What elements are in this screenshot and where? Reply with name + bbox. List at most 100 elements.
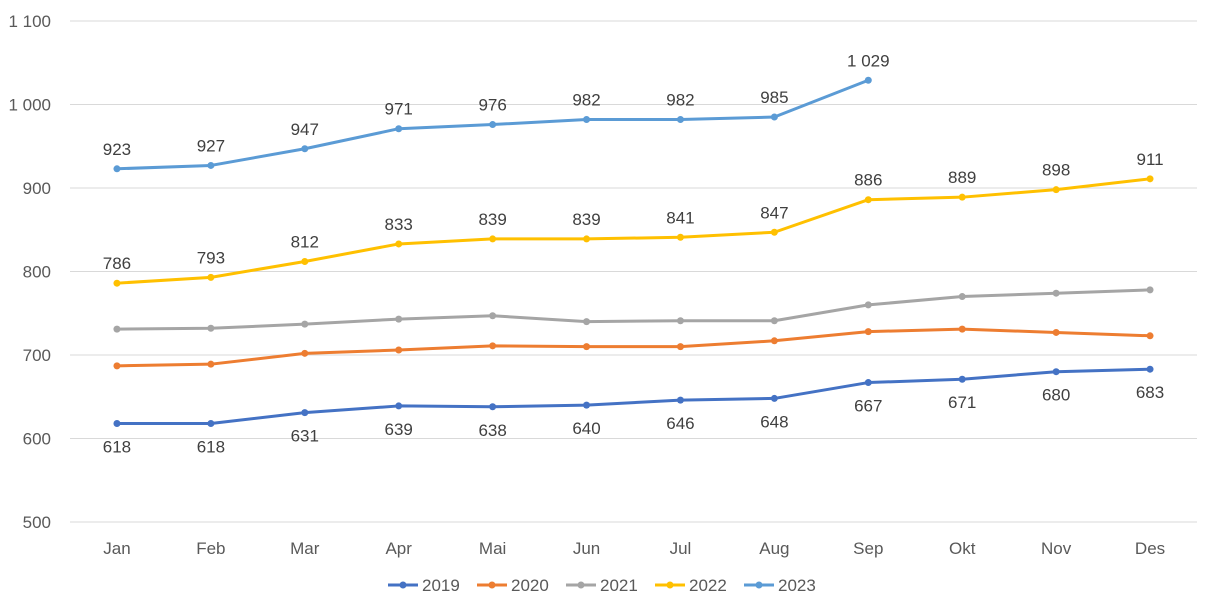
data-label-2022: 786 (103, 254, 131, 273)
data-point-2022 (207, 273, 215, 281)
data-point-2022 (395, 240, 403, 248)
series-line-2022 (115, 177, 1152, 285)
legend-marker (399, 581, 407, 589)
data-label-2022: 911 (1136, 150, 1163, 169)
data-point-2021 (864, 301, 872, 309)
data-point-2020 (207, 360, 215, 368)
data-point-2022 (1052, 186, 1060, 194)
data-label-2019: 640 (572, 419, 600, 438)
data-point-2019 (1146, 365, 1154, 373)
data-point-2019 (770, 394, 778, 402)
legend-item-2019[interactable]: 2019 (388, 576, 460, 595)
data-point-2021 (301, 320, 309, 328)
y-tick-label: 800 (23, 263, 51, 282)
data-label-2019: 639 (385, 420, 413, 439)
data-label-2022: 839 (572, 210, 600, 229)
data-point-2021 (1052, 289, 1060, 297)
data-label-2023: 1 029 (847, 51, 890, 70)
data-point-2019 (395, 402, 403, 410)
data-label-2022: 898 (1042, 161, 1070, 180)
x-tick-label: Nov (1041, 539, 1072, 558)
legend[interactable]: 2019 2020 2021 2022 2023 (388, 576, 816, 595)
legend-label: 2022 (689, 576, 727, 595)
data-point-2023 (207, 161, 215, 169)
data-point-2021 (583, 318, 591, 326)
data-point-2023 (676, 116, 684, 124)
data-label-2019: 680 (1042, 386, 1070, 405)
data-point-2022 (958, 193, 966, 201)
data-label-2019: 667 (854, 397, 882, 416)
data-label-2023: 971 (385, 100, 413, 119)
data-point-2020 (489, 342, 497, 350)
series-line-2021 (115, 288, 1152, 331)
data-labels: 618 618 631 639 638 640 646 648 667 671 680 683 786 7… (103, 51, 1164, 456)
x-axis: Jan Feb Mar Apr Mai Jun Jul Aug Sep Okt Nov Des (103, 539, 1165, 558)
data-point-2019 (489, 403, 497, 411)
data-point-2023 (583, 116, 591, 124)
data-label-2023: 982 (666, 91, 694, 110)
data-label-2022: 889 (948, 168, 976, 187)
y-tick-label: 900 (23, 179, 51, 198)
y-axis: 500 600 700 800 900 1 000 1 100 (8, 12, 51, 532)
data-point-2020 (301, 349, 309, 357)
data-point-2023 (113, 165, 121, 173)
data-label-2022: 886 (854, 171, 882, 190)
legend-label: 2021 (600, 576, 638, 595)
data-label-2023: 923 (103, 140, 131, 159)
data-point-2021 (770, 317, 778, 325)
legend-label: 2023 (778, 576, 816, 595)
x-tick-label: Jul (670, 539, 692, 558)
data-point-2022 (113, 279, 121, 287)
data-label-2019: 638 (478, 421, 506, 440)
data-point-2019 (864, 379, 872, 387)
data-point-2021 (676, 317, 684, 325)
data-point-2019 (1052, 368, 1060, 376)
data-label-2019: 618 (197, 437, 225, 456)
y-tick-label: 700 (23, 346, 51, 365)
data-point-2020 (864, 328, 872, 336)
data-point-2020 (1052, 328, 1060, 336)
data-point-2020 (676, 343, 684, 351)
data-point-2023 (489, 121, 497, 129)
data-point-2020 (958, 325, 966, 333)
x-tick-label: Sep (853, 539, 883, 558)
data-point-2019 (958, 375, 966, 383)
legend-item-2022[interactable]: 2022 (655, 576, 727, 595)
data-point-2022 (864, 196, 872, 204)
data-point-2019 (113, 419, 121, 427)
data-label-2019: 631 (291, 427, 319, 446)
data-label-2022: 833 (385, 215, 413, 234)
y-tick-label: 1 100 (8, 12, 51, 31)
series-group (113, 76, 1154, 427)
y-tick-label: 600 (23, 430, 51, 449)
data-label-2019: 683 (1136, 383, 1164, 402)
data-label-2022: 847 (760, 203, 788, 222)
data-label-2023: 927 (197, 136, 225, 155)
x-tick-label: Jun (573, 539, 600, 558)
data-point-2021 (113, 325, 121, 333)
legend-item-2023[interactable]: 2023 (744, 576, 816, 595)
data-label-2022: 839 (478, 210, 506, 229)
data-point-2020 (770, 337, 778, 345)
data-label-2022: 793 (197, 248, 225, 267)
data-point-2023 (395, 125, 403, 133)
data-label-2019: 671 (948, 393, 976, 412)
data-point-2021 (489, 312, 497, 320)
x-tick-label: Mar (290, 539, 320, 558)
data-point-2023 (301, 145, 309, 153)
data-point-2019 (583, 401, 591, 409)
data-label-2019: 618 (103, 437, 131, 456)
data-point-2022 (489, 235, 497, 243)
gridlines (70, 20, 1197, 523)
data-label-2019: 648 (760, 412, 788, 431)
data-point-2022 (770, 228, 778, 236)
data-point-2020 (1146, 332, 1154, 340)
legend-item-2020[interactable]: 2020 (477, 576, 549, 595)
legend-item-2021[interactable]: 2021 (566, 576, 638, 595)
x-tick-label: Okt (949, 539, 976, 558)
data-label-2023: 976 (478, 96, 506, 115)
legend-marker (755, 581, 763, 589)
legend-marker (577, 581, 585, 589)
data-point-2021 (958, 293, 966, 301)
